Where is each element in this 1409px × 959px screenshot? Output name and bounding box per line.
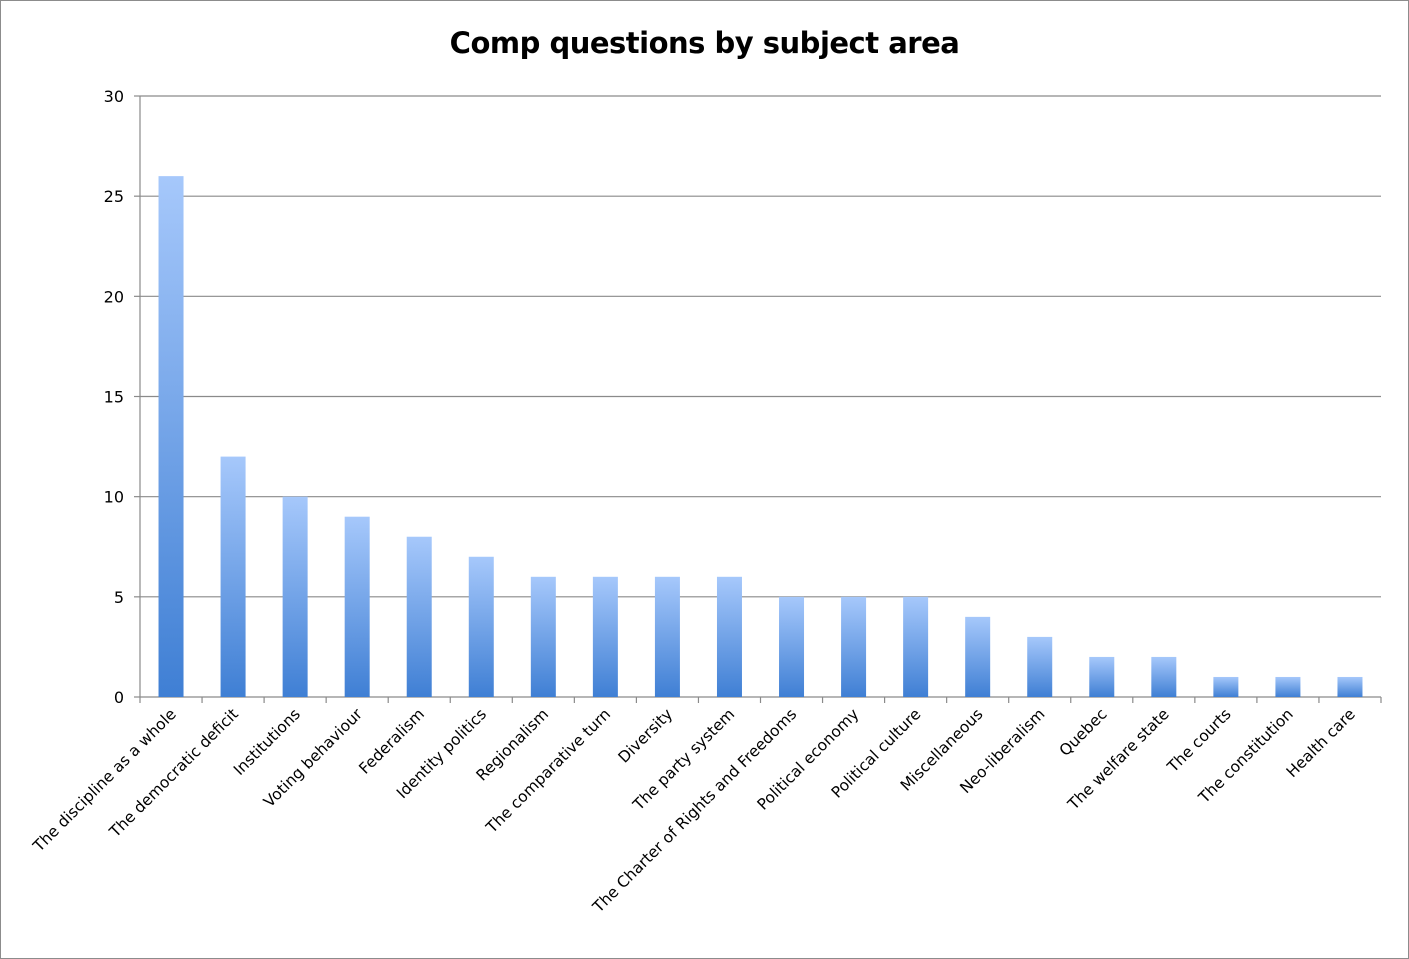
x-tick-label: The democratic deficit: [105, 705, 241, 841]
bar: [1337, 676, 1363, 697]
bar: [1027, 636, 1053, 697]
bars: [158, 176, 1363, 698]
bar: [220, 456, 246, 697]
bar: [779, 596, 805, 697]
x-tick-label: The party system: [629, 705, 738, 814]
axes: [134, 95, 1382, 703]
bar: [1275, 676, 1301, 697]
bar: [1213, 676, 1239, 697]
chart-title: Comp questions by subject area: [449, 26, 960, 60]
gridlines: [140, 95, 1381, 598]
y-tick-label: 20: [104, 287, 124, 306]
bar: [965, 616, 991, 697]
x-tick-label: Diversity: [615, 705, 676, 766]
bar: [468, 556, 494, 697]
bar: [716, 576, 742, 697]
y-tick-label: 0: [114, 688, 124, 707]
bar: [654, 576, 680, 697]
bar: [1151, 656, 1177, 697]
bar: [1089, 656, 1115, 697]
bar: [158, 176, 184, 698]
bar: [903, 596, 929, 697]
y-tick-label: 30: [104, 87, 124, 106]
y-tick-label: 5: [114, 588, 124, 607]
x-tick-label: Quebec: [1056, 705, 1111, 760]
bar: [841, 596, 867, 697]
x-tick-label: The welfare state: [1064, 705, 1173, 814]
bar: [282, 496, 308, 697]
bar: [592, 576, 618, 697]
bar: [530, 576, 556, 697]
y-tick-label: 15: [104, 388, 124, 407]
x-tick-label: The comparative turn: [482, 705, 614, 837]
bar: [344, 516, 370, 697]
y-tick-label: 25: [104, 187, 124, 206]
y-tick-label: 10: [104, 488, 124, 507]
bar: [406, 536, 432, 697]
